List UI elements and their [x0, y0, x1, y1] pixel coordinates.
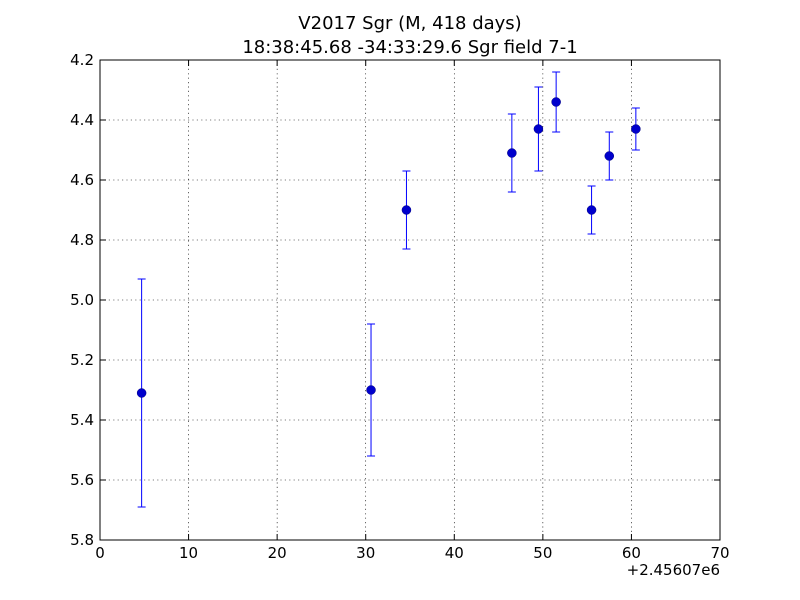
y-tick-label: 5.0: [70, 291, 94, 309]
data-point: [551, 97, 561, 107]
y-tick-label: 5.2: [70, 351, 94, 369]
data-point: [631, 124, 641, 134]
error-bars: [137, 71, 640, 508]
y-tick-label: 5.6: [70, 471, 94, 489]
x-offset-label: +2.45607e6: [627, 561, 720, 579]
data-point: [604, 151, 615, 161]
y-tick-label: 5.8: [70, 531, 94, 549]
x-tick-label: 20: [268, 544, 287, 562]
grid-lines: [100, 60, 720, 540]
data-points: [136, 97, 641, 398]
chart-title: V2017 Sgr (M, 418 days) 18:38:45.68 -34:…: [242, 13, 577, 58]
x-tick-label: 70: [710, 544, 729, 562]
data-point: [533, 124, 544, 134]
x-tick-label: 10: [179, 544, 198, 562]
data-point: [586, 205, 597, 215]
y-tick-label: 5.4: [70, 411, 94, 429]
y-tick-labels: 4.2 4.4 4.6 4.8 5.0 5.2 5.4 5.6 5.8: [70, 51, 94, 549]
y-tick-label: 4.6: [70, 171, 94, 189]
chart-title-line2: 18:38:45.68 -34:33:29.6 Sgr field 7-1: [242, 37, 577, 58]
chart-title-line1: V2017 Sgr (M, 418 days): [298, 13, 521, 34]
y-tick-label: 4.8: [70, 231, 94, 249]
data-point: [366, 385, 376, 395]
data-point: [507, 148, 517, 158]
data-point: [401, 205, 412, 215]
x-tick-label: 40: [445, 544, 464, 562]
x-tick-label: 60: [622, 544, 641, 562]
y-tick-label: 4.2: [70, 51, 94, 69]
x-tick-label: 30: [356, 544, 375, 562]
x-tick-labels: 0 10 20 30 40 50 60 70: [95, 544, 729, 562]
axis-ticks: [99, 59, 721, 541]
x-tick-label: 0: [95, 544, 105, 562]
data-point: [136, 388, 147, 398]
x-tick-label: 50: [533, 544, 552, 562]
y-tick-label: 4.4: [70, 111, 94, 129]
